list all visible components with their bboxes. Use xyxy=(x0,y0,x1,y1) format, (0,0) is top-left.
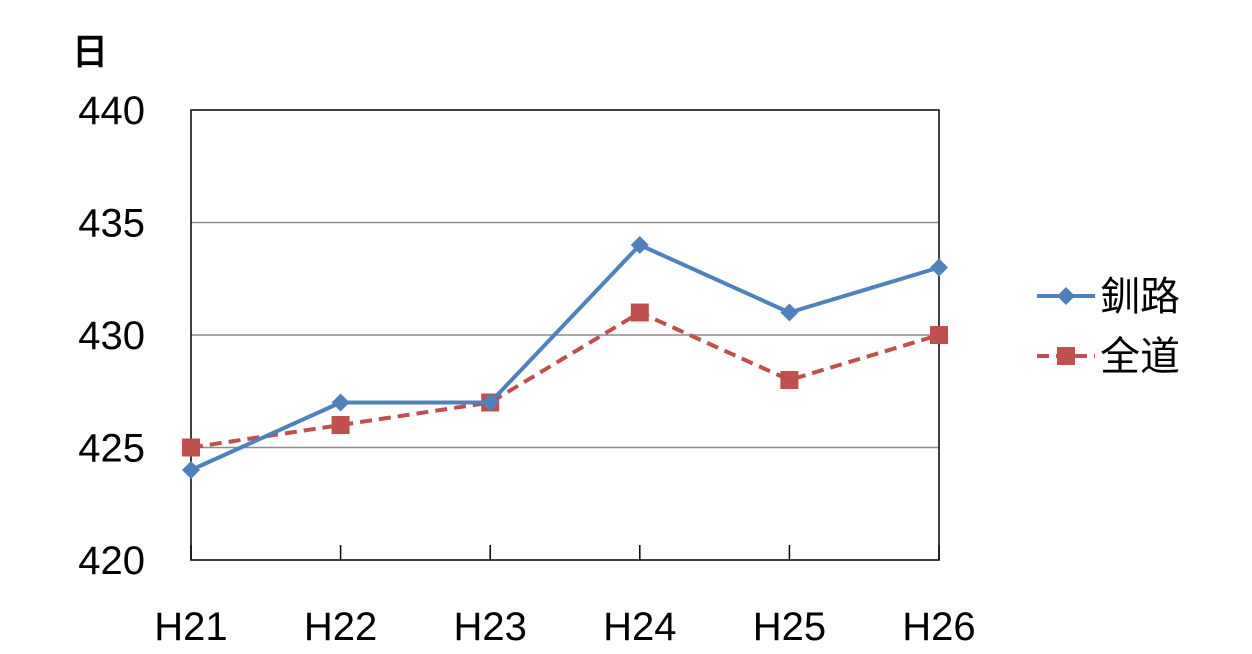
y-axis-unit-label: 日 xyxy=(72,32,108,73)
data-point-marker xyxy=(780,303,799,322)
gridlines xyxy=(191,221,939,449)
x-tick-label: H22 xyxy=(304,605,377,649)
y-tick-label: 435 xyxy=(78,202,145,246)
data-point-marker xyxy=(780,371,799,389)
data-point-marker xyxy=(630,236,649,254)
data-point-marker xyxy=(930,258,948,277)
x-tick-label: H23 xyxy=(454,605,527,649)
legend-marker xyxy=(1057,287,1075,305)
data-point-marker xyxy=(182,438,200,457)
y-tick-label: 425 xyxy=(78,427,145,471)
data-point-marker xyxy=(481,393,500,412)
series-line xyxy=(190,310,940,450)
series-layer xyxy=(182,236,948,479)
x-tick-label: H21 xyxy=(154,605,227,649)
series-line xyxy=(190,243,940,472)
data-point-marker xyxy=(930,326,948,344)
x-axis-tick-marks xyxy=(190,545,940,560)
data-point-marker xyxy=(630,303,649,322)
x-tick-label: H24 xyxy=(603,605,676,649)
series-square xyxy=(182,303,948,457)
series-diamond xyxy=(182,236,948,479)
x-tick-label: H25 xyxy=(753,605,826,649)
y-axis-tick-labels: 420 425 430 435 440 xyxy=(78,89,145,583)
x-axis-tick-labels: H21 H22 H23 H24 H25 H26 xyxy=(154,605,975,649)
x-tick-label: H26 xyxy=(902,605,975,649)
y-tick-label: 430 xyxy=(78,314,145,358)
data-point-marker xyxy=(331,393,350,412)
legend-label: 釧路 xyxy=(1100,274,1180,320)
y-tick-label: 420 xyxy=(78,539,145,583)
legend-item: 全道 xyxy=(1037,334,1180,380)
legend-label: 全道 xyxy=(1100,334,1180,380)
data-point-marker xyxy=(331,416,350,434)
legend-marker xyxy=(1057,347,1075,365)
data-point-marker xyxy=(182,461,200,479)
legend-item: 釧路 xyxy=(1037,274,1180,320)
y-tick-label: 440 xyxy=(78,89,145,133)
